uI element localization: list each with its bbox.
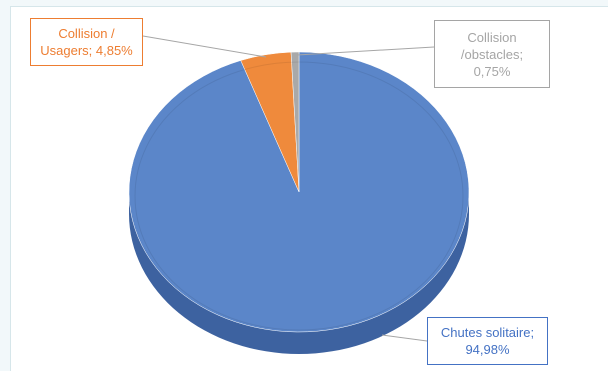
pie-slice-collision-obstacles bbox=[290, 51, 300, 193]
leader-line-obstacles bbox=[296, 46, 435, 56]
data-label-usagers-line-2: Usagers; 4,85% bbox=[40, 43, 133, 58]
data-label-obstacles-line-1: Collision bbox=[467, 29, 517, 45]
data-label-obstacles: Collision /obstacles; 0,75% bbox=[434, 20, 550, 88]
pie-highlight-ring bbox=[134, 61, 464, 331]
leader-lines bbox=[142, 35, 435, 342]
data-label-chutes: Chutes solitaire; 94,98% bbox=[427, 317, 548, 365]
leader-line-usagers bbox=[142, 35, 267, 58]
data-label-chutes-line-2: 94,98% bbox=[465, 342, 510, 357]
leader-line-chutes bbox=[381, 334, 428, 342]
data-label-obstacles-line-3: 0,75% bbox=[473, 63, 511, 79]
data-label-obstacles-line-2: /obstacles; bbox=[460, 46, 524, 62]
pie-top bbox=[128, 51, 470, 333]
data-label-usagers-line-1: Collision / bbox=[58, 26, 115, 41]
data-label-chutes-line-1: Chutes solitaire; bbox=[440, 325, 535, 340]
data-label-usagers: Collision / Usagers; 4,85% bbox=[30, 18, 143, 66]
